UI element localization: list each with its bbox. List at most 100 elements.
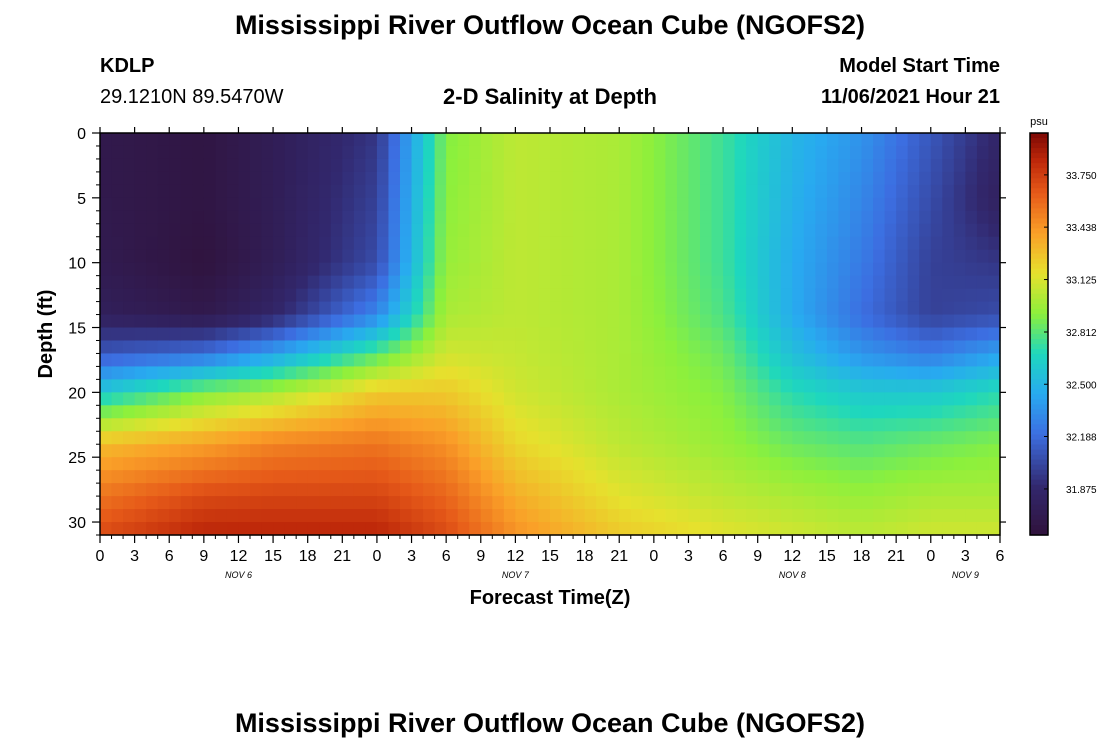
heatmap-cell bbox=[907, 470, 920, 484]
heatmap-cell bbox=[711, 171, 724, 186]
heatmap-cell bbox=[284, 327, 297, 342]
heatmap-cell bbox=[676, 366, 690, 380]
heatmap-cell bbox=[665, 418, 678, 432]
heatmap-cell bbox=[111, 509, 124, 523]
colorbar-segment bbox=[1030, 283, 1048, 290]
heatmap-cell bbox=[746, 184, 759, 199]
heatmap-cell bbox=[988, 496, 1001, 510]
heatmap-cell bbox=[596, 457, 609, 471]
heatmap-cell bbox=[896, 340, 909, 355]
day-label: NOV 7 bbox=[502, 570, 530, 580]
heatmap-cell bbox=[388, 262, 401, 277]
heatmap-cell bbox=[884, 158, 897, 173]
heatmap-cell bbox=[307, 158, 320, 173]
heatmap-cell bbox=[584, 457, 597, 471]
heatmap-cell bbox=[100, 210, 113, 225]
heatmap-cell bbox=[250, 275, 263, 290]
heatmap-cell bbox=[215, 392, 228, 406]
heatmap-cell bbox=[884, 301, 897, 316]
heatmap-cell bbox=[169, 314, 182, 329]
heatmap-cell bbox=[492, 509, 505, 523]
heatmap-cell bbox=[319, 171, 332, 186]
heatmap-cell bbox=[653, 522, 666, 536]
heatmap-cell bbox=[976, 249, 990, 264]
heatmap-cell bbox=[769, 522, 782, 536]
heatmap-cell bbox=[330, 158, 343, 173]
heatmap-cell bbox=[376, 379, 390, 393]
heatmap-cell bbox=[123, 522, 136, 536]
heatmap-cell bbox=[261, 509, 274, 523]
heatmap-cell bbox=[296, 379, 309, 393]
heatmap-cell bbox=[861, 379, 874, 393]
heatmap-cell bbox=[446, 184, 459, 199]
heatmap-cell bbox=[169, 197, 182, 212]
heatmap-cell bbox=[307, 457, 320, 471]
heatmap-cell bbox=[792, 522, 805, 536]
heatmap-cell bbox=[884, 236, 897, 251]
heatmap-cell bbox=[123, 470, 136, 484]
heatmap-cell bbox=[434, 171, 447, 186]
heatmap-cell bbox=[296, 171, 309, 186]
heatmap-cell bbox=[861, 392, 874, 406]
heatmap-cell bbox=[665, 496, 678, 510]
heatmap-cell bbox=[192, 353, 205, 368]
heatmap-cell bbox=[723, 210, 736, 225]
heatmap-cell bbox=[711, 470, 724, 484]
heatmap-cell bbox=[526, 418, 540, 432]
day-label: NOV 6 bbox=[225, 570, 252, 580]
heatmap-cell bbox=[250, 301, 263, 316]
heatmap-cell bbox=[157, 210, 170, 225]
heatmap-cell bbox=[619, 470, 632, 484]
heatmap-cell bbox=[896, 405, 909, 419]
heatmap-cell bbox=[515, 353, 528, 368]
heatmap-cell bbox=[907, 288, 920, 303]
heatmap-cell bbox=[676, 210, 690, 225]
heatmap-cell bbox=[342, 197, 355, 212]
colorbar-tick-label: 32.812 bbox=[1066, 328, 1097, 339]
heatmap-cell bbox=[942, 366, 955, 380]
heatmap-cell bbox=[976, 145, 990, 160]
heatmap-cell bbox=[423, 483, 436, 497]
colorbar-segment bbox=[1030, 334, 1048, 340]
heatmap-cell bbox=[492, 145, 505, 160]
heatmap-cell bbox=[988, 197, 1001, 212]
heatmap-cell bbox=[446, 444, 459, 458]
heatmap-cell bbox=[550, 262, 563, 277]
heatmap-cell bbox=[550, 470, 563, 484]
heatmap-cell bbox=[607, 314, 620, 329]
heatmap-cell bbox=[273, 405, 286, 419]
heatmap-cell bbox=[376, 249, 390, 264]
heatmap-cell bbox=[238, 288, 251, 303]
heatmap-cell bbox=[561, 275, 574, 290]
heatmap-cell bbox=[434, 431, 447, 445]
heatmap-cell bbox=[157, 418, 170, 432]
heatmap-cell bbox=[307, 314, 320, 329]
heatmap-cell bbox=[353, 145, 366, 160]
heatmap-cell bbox=[434, 210, 447, 225]
heatmap-cell bbox=[711, 522, 724, 536]
heatmap-cell bbox=[930, 249, 943, 264]
heatmap-cell bbox=[273, 275, 286, 290]
heatmap-cell bbox=[561, 392, 574, 406]
heatmap-cell bbox=[700, 158, 713, 173]
heatmap-cell bbox=[342, 275, 355, 290]
heatmap-cell bbox=[284, 133, 297, 147]
heatmap-cell bbox=[388, 288, 401, 303]
heatmap-cell bbox=[723, 197, 736, 212]
heatmap-cell bbox=[688, 470, 701, 484]
heatmap-cell bbox=[123, 353, 136, 368]
heatmap-cell bbox=[226, 288, 240, 303]
heatmap-cell bbox=[850, 301, 863, 316]
heatmap-cell bbox=[792, 288, 805, 303]
heatmap-cell bbox=[180, 314, 193, 329]
heatmap-cell bbox=[550, 301, 563, 316]
heatmap-cell bbox=[261, 275, 274, 290]
heatmap-cell bbox=[873, 340, 886, 355]
heatmap-cell bbox=[665, 405, 678, 419]
heatmap-cell bbox=[619, 522, 632, 536]
x-tick-label: 6 bbox=[719, 548, 728, 565]
heatmap-cell bbox=[180, 197, 193, 212]
heatmap-cell bbox=[826, 340, 840, 355]
colorbar-tick-label: 32.188 bbox=[1066, 433, 1097, 444]
heatmap-cell bbox=[457, 301, 470, 316]
